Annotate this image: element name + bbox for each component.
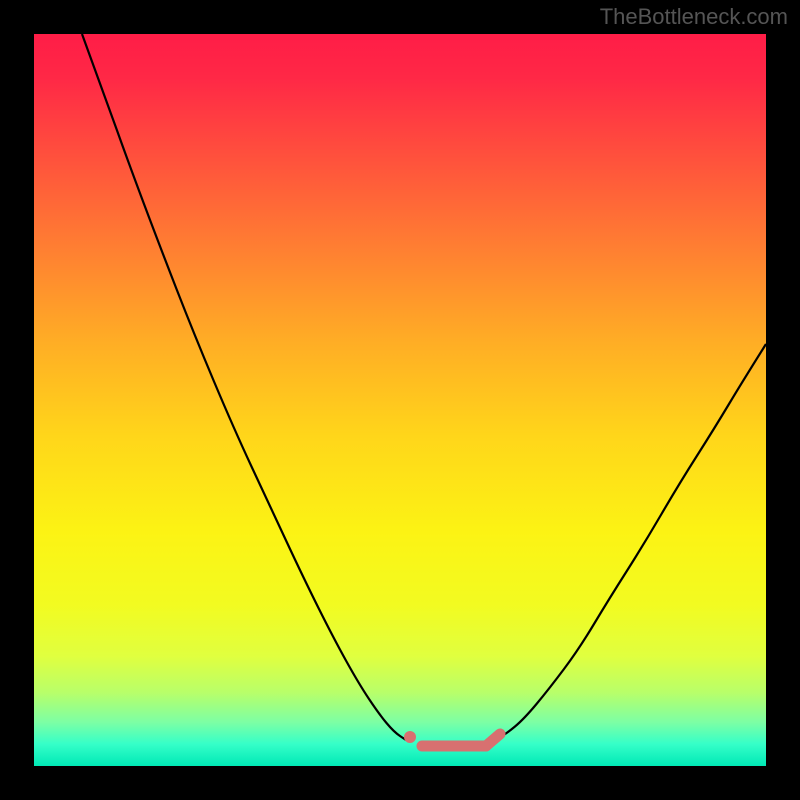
curves-layer: [34, 34, 766, 766]
curve-right: [494, 344, 766, 740]
watermark-text: TheBottleneck.com: [600, 4, 788, 30]
plot-area: [34, 34, 766, 766]
valley-marker: [404, 731, 500, 746]
curve-left: [82, 34, 406, 740]
chart-frame: TheBottleneck.com: [0, 0, 800, 800]
valley-hook: [486, 734, 500, 746]
valley-dot: [404, 731, 416, 743]
